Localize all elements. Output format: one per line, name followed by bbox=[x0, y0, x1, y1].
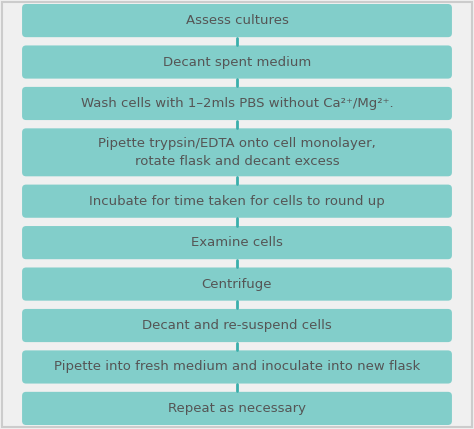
FancyBboxPatch shape bbox=[22, 45, 452, 79]
FancyBboxPatch shape bbox=[22, 392, 452, 425]
Text: Examine cells: Examine cells bbox=[191, 236, 283, 249]
FancyBboxPatch shape bbox=[22, 128, 452, 176]
Text: Repeat as necessary: Repeat as necessary bbox=[168, 402, 306, 415]
Text: Incubate for time taken for cells to round up: Incubate for time taken for cells to rou… bbox=[89, 195, 385, 208]
FancyBboxPatch shape bbox=[22, 87, 452, 120]
FancyBboxPatch shape bbox=[22, 184, 452, 218]
Text: Decant spent medium: Decant spent medium bbox=[163, 55, 311, 69]
Text: Assess cultures: Assess cultures bbox=[185, 14, 289, 27]
FancyBboxPatch shape bbox=[22, 226, 452, 259]
Text: Decant and re-suspend cells: Decant and re-suspend cells bbox=[142, 319, 332, 332]
FancyBboxPatch shape bbox=[22, 268, 452, 301]
Text: Pipette trypsin/EDTA onto cell monolayer,
rotate flask and decant excess: Pipette trypsin/EDTA onto cell monolayer… bbox=[98, 137, 376, 168]
Text: Centrifuge: Centrifuge bbox=[202, 278, 272, 290]
Text: Pipette into fresh medium and inoculate into new flask: Pipette into fresh medium and inoculate … bbox=[54, 360, 420, 374]
FancyBboxPatch shape bbox=[22, 350, 452, 384]
FancyBboxPatch shape bbox=[22, 309, 452, 342]
Text: Wash cells with 1–2mls PBS without Ca²⁺/Mg²⁺.: Wash cells with 1–2mls PBS without Ca²⁺/… bbox=[81, 97, 393, 110]
FancyBboxPatch shape bbox=[22, 4, 452, 37]
